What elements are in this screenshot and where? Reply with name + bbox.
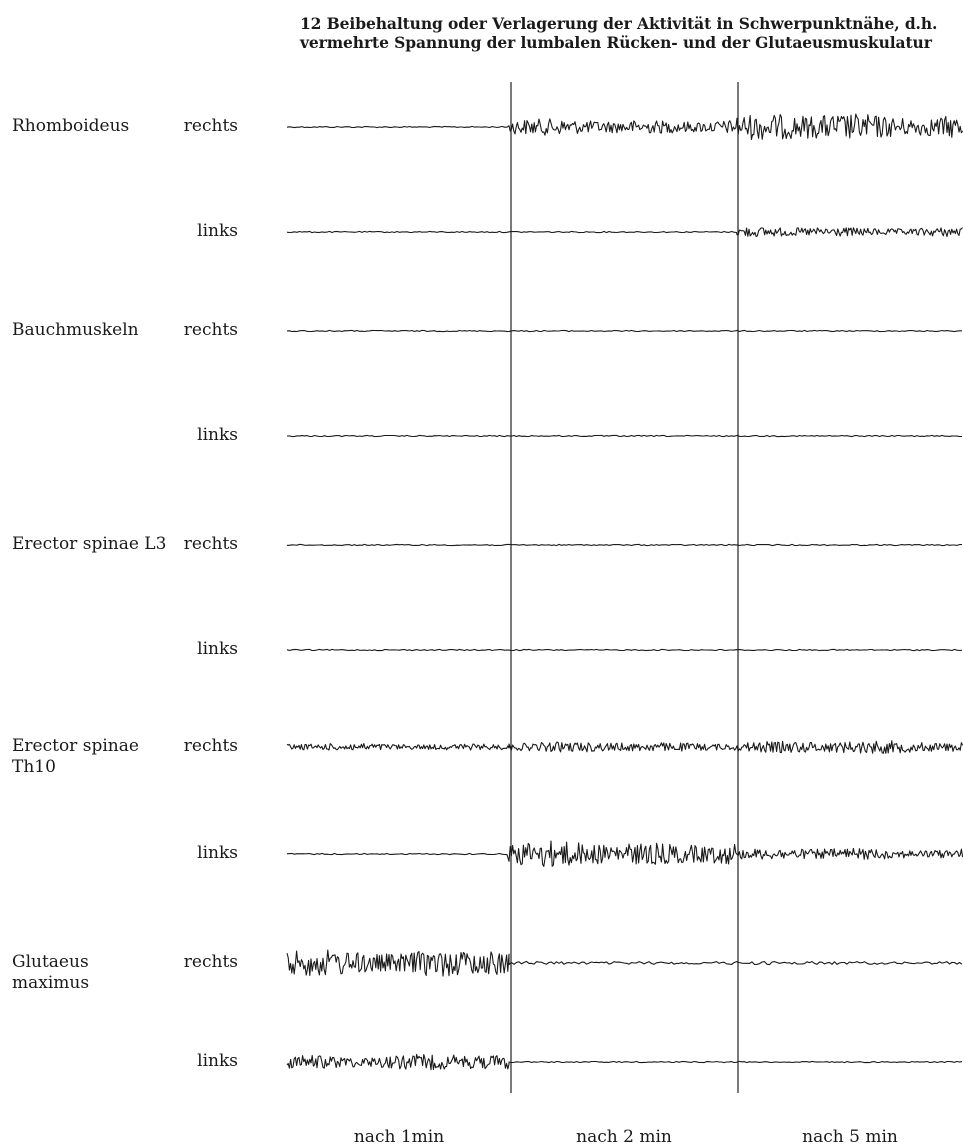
emg-trace-glutaeus-maximus-rechts bbox=[286, 949, 963, 977]
x-tick-label: nach 2 min bbox=[576, 1127, 672, 1147]
side-label: rechts bbox=[183, 952, 238, 972]
side-label: links bbox=[197, 639, 238, 659]
x-tick-label: nach 5 min bbox=[802, 1127, 898, 1147]
side-label: rechts bbox=[183, 320, 238, 340]
side-label: links bbox=[197, 1051, 238, 1071]
emg-trace-erector-spinae-l3-rechts bbox=[287, 543, 963, 547]
side-label: rechts bbox=[183, 736, 238, 756]
emg-trace-erector-spinae-l3-links bbox=[286, 648, 963, 652]
side-label: links bbox=[197, 221, 238, 241]
emg-trace-erector-spinae-th10-links bbox=[286, 840, 963, 867]
side-label: rechts bbox=[183, 116, 238, 136]
emg-trace-bauchmuskeln-rechts bbox=[286, 329, 962, 333]
muscle-label: Bauchmuskeln bbox=[12, 320, 139, 340]
caption-line-2: vermehrte Spannung der lumbalen Rücken- … bbox=[300, 33, 932, 52]
muscle-label: Erector spinae Th10 bbox=[12, 736, 139, 777]
emg-traces bbox=[286, 113, 963, 1071]
side-label: links bbox=[197, 843, 238, 863]
caption-line-1: 12 Beibehaltung oder Verlagerung der Akt… bbox=[300, 14, 938, 33]
emg-trace-erector-spinae-th10-rechts bbox=[286, 740, 963, 754]
emg-trace-bauchmuskeln-links bbox=[286, 434, 963, 438]
segment-dividers bbox=[510, 82, 739, 1093]
side-label: links bbox=[197, 425, 238, 445]
emg-trace-rhomboideus-rechts bbox=[286, 113, 963, 141]
side-label: rechts bbox=[183, 534, 238, 554]
muscle-label: Erector spinae L3 bbox=[12, 534, 167, 554]
emg-trace-glutaeus-maximus-links bbox=[286, 1053, 963, 1071]
emg-trace-rhomboideus-links bbox=[286, 227, 963, 238]
muscle-label: Glutaeus maximus bbox=[12, 952, 90, 993]
muscle-label: Rhomboideus bbox=[12, 116, 130, 136]
x-tick-label: nach 1min bbox=[353, 1127, 445, 1147]
figure-caption: 12 Beibehaltung oder Verlagerung der Akt… bbox=[300, 14, 960, 52]
